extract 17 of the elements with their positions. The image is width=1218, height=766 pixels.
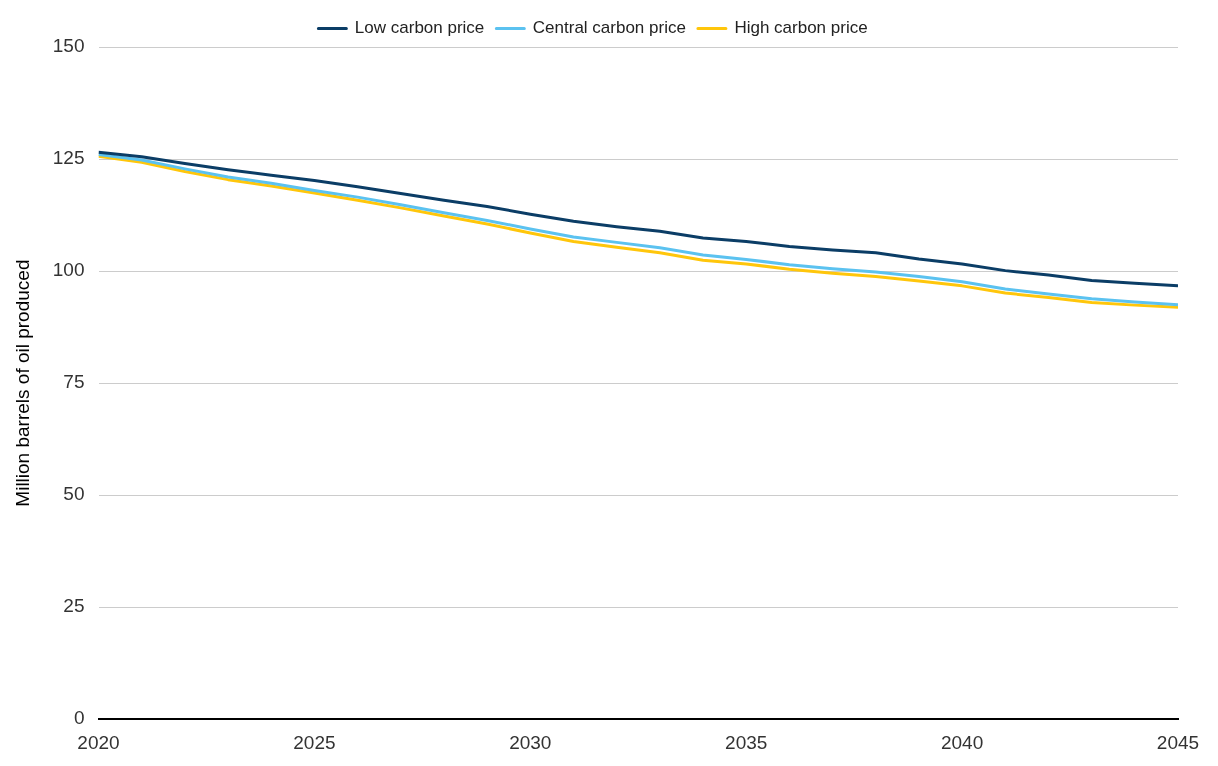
y-tick-label: 100 <box>52 259 85 281</box>
legend-label: Low carbon price <box>354 18 485 38</box>
y-tick-label: 50 <box>63 483 85 505</box>
x-tick-label: 2020 <box>77 731 120 753</box>
y-tick-label: 125 <box>52 147 85 169</box>
x-tick-label: 2035 <box>725 731 768 753</box>
x-tick-label: 2025 <box>293 731 336 753</box>
x-tick-label: 2030 <box>509 731 552 753</box>
y-axis-title: Million barrels of oil produced <box>11 259 33 507</box>
y-tick-label: 25 <box>63 595 85 617</box>
legend-label: Central carbon price <box>532 18 686 38</box>
x-tick-label: 2040 <box>940 731 984 753</box>
y-tick-label: 75 <box>63 371 85 393</box>
y-tick-label: 0 <box>73 707 85 729</box>
y-tick-label: 150 <box>52 35 85 57</box>
x-tick-label: 2045 <box>1156 731 1200 753</box>
legend-label: High carbon price <box>734 18 868 38</box>
